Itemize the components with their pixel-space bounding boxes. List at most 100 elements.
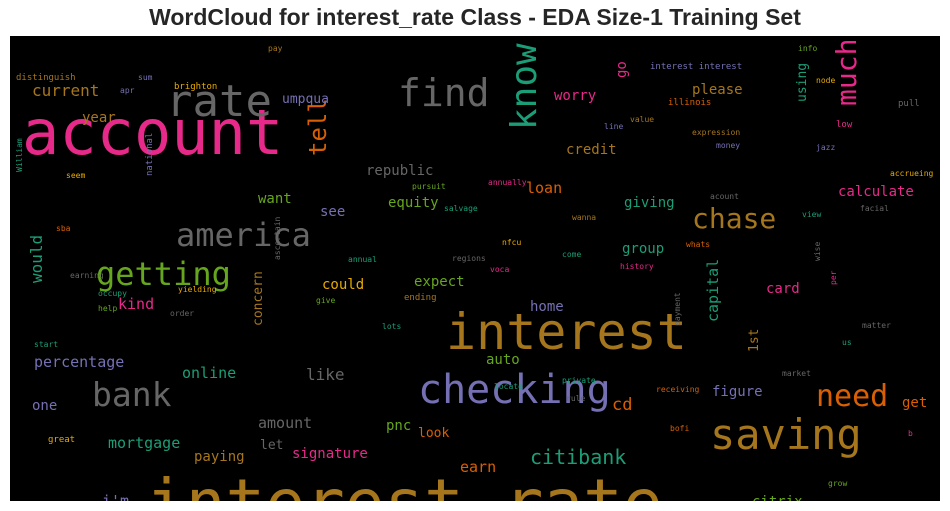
word-b: b [908, 429, 913, 438]
word-cd: cd [612, 395, 632, 415]
word-apr: apr [120, 86, 135, 95]
word-annual: annual [348, 255, 377, 264]
word-occupy: occupy [98, 289, 127, 298]
word-percentage: percentage [34, 353, 124, 371]
word-brighton: brighton [174, 82, 217, 92]
word-private: private [562, 376, 596, 385]
word-bank: bank [92, 375, 172, 414]
word-get: get [902, 395, 927, 411]
word-america: america [176, 216, 311, 254]
word-1st: 1st [747, 329, 762, 352]
wordcloud-canvas: interest rate account interest checking savi… [10, 36, 940, 501]
word-voca: voca [490, 265, 509, 274]
word-interest-rate: interest rate [146, 465, 663, 501]
word-nfcu: nfcu [502, 238, 521, 247]
word-value: value [630, 115, 654, 124]
word-look: look [418, 426, 449, 441]
word-figure: figure [712, 384, 763, 400]
word-let: let [260, 438, 283, 453]
word-accrueing: accrueing [890, 169, 934, 178]
word-illinois: illinois [668, 98, 711, 108]
word-capital: capital [704, 259, 722, 322]
word-auto: auto [486, 352, 520, 368]
word-republic: republic [366, 163, 433, 179]
word-getting: getting [96, 255, 231, 293]
word-rate: rate [166, 76, 272, 127]
word-chase: chase [692, 202, 776, 235]
word-signature: signature [292, 446, 368, 462]
word-want: want [258, 191, 292, 207]
word-acount: acount [710, 192, 739, 201]
word-salvage: salvage [444, 204, 478, 213]
word-locate: locate [494, 382, 523, 391]
word-annually: annually [488, 178, 527, 187]
word-give: give [316, 296, 335, 305]
word-william: William [15, 138, 24, 172]
word-i-m: i'm [102, 492, 129, 501]
word-citibank: citibank [530, 445, 626, 469]
word-sba: sba [56, 224, 71, 233]
word-earning: earning [70, 271, 104, 280]
word-help: help [98, 304, 117, 313]
word-account: account [22, 96, 283, 169]
word-know: know [504, 43, 545, 130]
word-calculate: calculate [838, 184, 914, 200]
word-one: one [32, 398, 57, 414]
word-much: much [830, 39, 863, 106]
word-ascertain: ascertain [273, 216, 282, 260]
word-see: see [320, 204, 345, 220]
word-tell: tell [304, 98, 332, 156]
word-using: using [795, 63, 810, 102]
word-receiving: receiving [656, 385, 700, 394]
word-pull: pull [898, 99, 920, 109]
word-concern: concern [251, 271, 266, 326]
word-per: per [829, 270, 838, 285]
word-market: market [782, 369, 811, 378]
word-interest-interest: interest interest [650, 62, 742, 72]
word-amount: amount [258, 414, 312, 432]
word-rule: rule [566, 394, 585, 403]
word-sum: sum [138, 73, 153, 82]
word-online: online [182, 364, 236, 382]
word-go: go [614, 61, 630, 78]
word-current: current [32, 81, 99, 100]
word-payment: payment [673, 292, 682, 326]
word-money: money [716, 141, 740, 150]
word-like: like [306, 365, 345, 384]
word-distinguish: distinguish [16, 73, 76, 83]
word-history: history [620, 262, 654, 271]
word-seem: seem [66, 171, 85, 180]
word-jazz: jazz [816, 143, 835, 152]
word-order: order [170, 309, 194, 318]
word-regions: regions [452, 254, 486, 263]
word-grow: grow [828, 479, 847, 488]
word-credit: credit [566, 142, 617, 158]
word-interest: interest [446, 303, 687, 361]
word-would: would [27, 235, 46, 283]
word-citrix: citrix [752, 494, 803, 501]
word-line: line [604, 122, 623, 131]
word-kind: kind [118, 295, 154, 313]
word-umpqua: umpqua [282, 92, 329, 107]
word-us: us [842, 338, 852, 347]
word-matter: matter [862, 321, 891, 330]
word-paying: paying [194, 449, 245, 465]
word-facial: facial [860, 204, 889, 213]
word-node: node [816, 76, 835, 85]
word-yielding: yielding [178, 285, 217, 294]
word-great: great [48, 435, 75, 445]
word-worry: worry [554, 88, 596, 104]
word-wanna: wanna [572, 213, 596, 222]
word-come: come [562, 250, 581, 259]
word-pnc: pnc [386, 418, 411, 434]
word-info: info [798, 44, 817, 53]
word-pursuit: pursuit [412, 182, 446, 191]
word-home: home [530, 299, 564, 315]
word-please: please [692, 82, 743, 98]
word-could: could [322, 277, 364, 293]
word-checking: checking [418, 367, 611, 413]
word-saving: saving [710, 410, 862, 459]
word-find: find [398, 71, 490, 115]
word-giving: giving [624, 195, 675, 211]
word-year: year [82, 110, 116, 126]
